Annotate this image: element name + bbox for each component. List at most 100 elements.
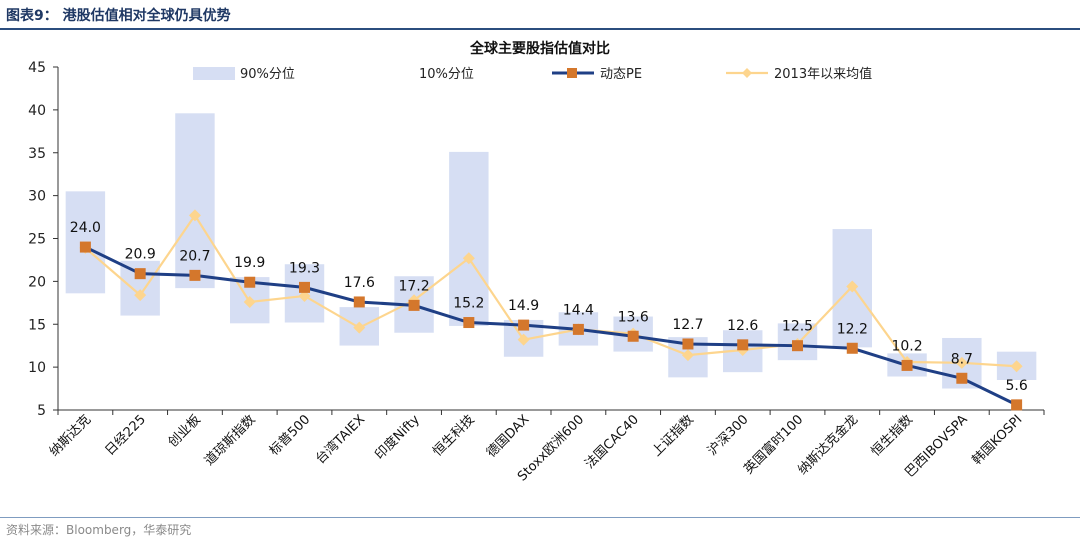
data-labels: 24.0 20.9 20.7 19.9 19.3 17.6 17.2 15.2 14.9 14.4…	[70, 220, 1028, 394]
dynamic-pe-marker	[408, 299, 420, 311]
dynamic-pe-marker	[189, 269, 201, 281]
x-category-label: 韩国KOSPI	[970, 412, 1026, 468]
band-10pct-7	[449, 325, 489, 410]
percentile-bands	[65, 113, 1037, 410]
avg-since-2013-marker	[298, 289, 311, 302]
x-category-label: 上证指数	[649, 412, 696, 459]
dynamic-pe-data-label: 13.6	[618, 309, 649, 325]
band-10pct-0	[65, 293, 106, 410]
x-category-label: 印度Nifty	[372, 411, 423, 462]
y-tick-label: 35	[28, 146, 46, 162]
dynamic-pe-marker	[901, 359, 913, 371]
dynamic-pe-data-label: 17.6	[344, 275, 375, 291]
avg-since-2013-marker	[462, 252, 475, 265]
band-10pct-2	[175, 288, 215, 410]
legend-label-90pct: 90%分位	[240, 67, 295, 82]
y-tick-label: 10	[28, 360, 46, 376]
dynamic-pe-line	[84, 245, 1018, 407]
dynamic-pe-data-label: 20.9	[125, 247, 156, 263]
y-tick-label: 20	[28, 274, 46, 290]
dynamic-pe-data-label: 8.7	[951, 351, 973, 367]
avg-since-2013-marker	[188, 209, 201, 222]
figure-title: 图表9： 港股估值相对全球仍具优势	[6, 8, 231, 24]
x-category-label: 恒生科技	[430, 412, 477, 459]
avg-since-2013-marker	[134, 289, 147, 302]
x-category-label: 创业板	[166, 412, 204, 450]
avg-since-2013-marker	[955, 356, 968, 369]
dynamic-pe-data-label: 17.2	[398, 278, 429, 294]
dynamic-pe-data-label: 12.6	[727, 318, 758, 334]
y-tick-label: 25	[28, 232, 46, 248]
header-divider	[0, 28, 1080, 30]
dynamic-pe-marker	[463, 317, 475, 329]
dynamic-pe-marker	[846, 342, 858, 354]
band-10pct-4	[284, 322, 325, 410]
avg-since-2013-marker	[1010, 360, 1023, 373]
band-90pct-2	[175, 113, 215, 289]
series-lines	[84, 213, 1018, 407]
y-tick-label: 15	[28, 317, 46, 333]
dynamic-pe-marker	[518, 319, 530, 331]
dynamic-pe-marker	[353, 296, 365, 308]
dynamic-pe-data-label: 10.2	[891, 338, 922, 354]
dynamic-pe-marker	[572, 323, 584, 335]
legend-marker-avg	[742, 68, 752, 78]
y-tick-label: 5	[37, 403, 46, 419]
dynamic-pe-marker	[792, 340, 803, 352]
legend-label-avg: 2013年以来均值	[774, 66, 872, 82]
band-10pct-14	[832, 347, 872, 410]
dynamic-pe-marker	[1011, 399, 1023, 411]
avg-since-2013-marker	[681, 349, 694, 362]
band-10pct-8	[503, 356, 544, 410]
legend-swatch-10pct	[370, 67, 412, 80]
band-10pct-5	[339, 345, 379, 410]
dynamic-pe-data-label: 15.2	[453, 296, 484, 312]
dynamic-pe-marker	[627, 330, 639, 342]
dynamic-pe-data-label: 12.5	[782, 319, 813, 335]
avg-since-2013-marker	[243, 295, 256, 308]
band-10pct-1	[120, 315, 160, 410]
dynamic-pe-marker	[956, 372, 968, 384]
x-category-label: 道琼斯指数	[202, 412, 259, 469]
chart-legend: 90%分位 10%分位 动态PE 2013年以来均值	[193, 66, 872, 82]
band-10pct-9	[558, 345, 599, 410]
legend-marker-pe	[567, 68, 577, 78]
legend-label-10pct: 10%分位	[419, 67, 474, 82]
x-category-label: 台湾TAIEX	[312, 411, 368, 467]
band-10pct-16	[942, 388, 982, 410]
band-10pct-3	[230, 323, 270, 410]
dynamic-pe-data-label: 14.9	[508, 298, 539, 314]
avg-since-2013-line	[84, 213, 1017, 368]
dynamic-pe-marker	[244, 276, 256, 288]
band-10pct-15	[887, 376, 927, 410]
dynamic-pe-data-label: 14.4	[563, 302, 594, 318]
dynamic-pe-data-label: 5.6	[1005, 378, 1027, 394]
chart-title: 全球主要股指估值对比	[470, 41, 610, 57]
avg-since-2013-marker	[846, 280, 859, 293]
dynamic-pe-data-label: 20.7	[179, 248, 210, 264]
y-tick-label: 45	[28, 60, 46, 76]
dynamic-pe-data-label: 24.0	[70, 220, 101, 236]
dynamic-pe-marker	[79, 241, 91, 253]
band-10pct-6	[394, 332, 434, 410]
band-90pct-7	[449, 151, 489, 326]
dynamic-pe-marker	[299, 281, 310, 293]
series-markers	[79, 209, 1023, 411]
source-note: 资料来源：Bloomberg，华泰研究	[6, 523, 192, 537]
band-10pct-11	[668, 377, 708, 410]
avg-since-2013-marker	[353, 321, 366, 334]
x-category-label: 日经225	[102, 412, 149, 459]
y-tick-label: 30	[28, 189, 46, 205]
avg-since-2013-marker	[517, 333, 530, 346]
legend-label-pe: 动态PE	[600, 67, 642, 82]
x-category-label: 法国CAC40	[582, 412, 642, 472]
x-category-label: 纳斯达克	[47, 412, 94, 459]
figure-header: 图表9： 港股估值相对全球仍具优势	[0, 0, 1080, 30]
y-tick-label: 40	[28, 103, 46, 119]
footer-divider	[0, 517, 1080, 518]
dynamic-pe-marker	[737, 339, 749, 351]
band-10pct-13	[777, 360, 818, 410]
x-category-label: 沪深300	[704, 412, 751, 459]
x-category-label: 德国DAX	[484, 412, 533, 461]
